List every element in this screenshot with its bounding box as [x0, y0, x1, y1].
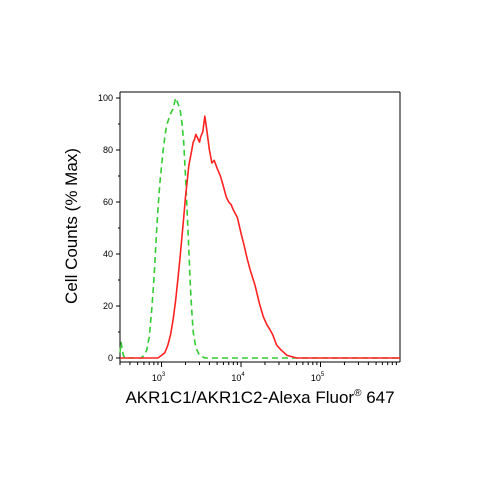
sample-histogram-line: [120, 115, 400, 359]
y-axis-ticks: 0 20 40 60 80 100: [98, 93, 120, 363]
x-axis-title-registered-mark: ®: [354, 388, 362, 399]
y-tick-label: 100: [98, 93, 113, 103]
plot-frame: [119, 91, 401, 363]
control-histogram-line: [119, 97, 400, 359]
x-axis-ticks: 103 104 105: [119, 362, 397, 383]
y-axis-title: Cell Counts (% Max): [62, 148, 81, 304]
x-axis-title-main: AKR1C1/AKR1C2-Alexa Fluor: [125, 388, 354, 407]
x-tick-label: 105: [311, 372, 325, 383]
x-axis-title: AKR1C1/AKR1C2-Alexa Fluor® 647: [125, 388, 394, 407]
y-tick-label: 40: [103, 249, 113, 259]
series-layer: [119, 97, 400, 359]
y-tick-label: 0: [108, 353, 113, 363]
y-tick-label: 60: [103, 197, 113, 207]
x-axis-title-suffix: 647: [361, 388, 394, 407]
x-tick-label: 104: [231, 372, 245, 383]
y-tick-label: 80: [103, 145, 113, 155]
y-tick-label: 20: [103, 301, 113, 311]
x-tick-label: 103: [152, 372, 166, 383]
